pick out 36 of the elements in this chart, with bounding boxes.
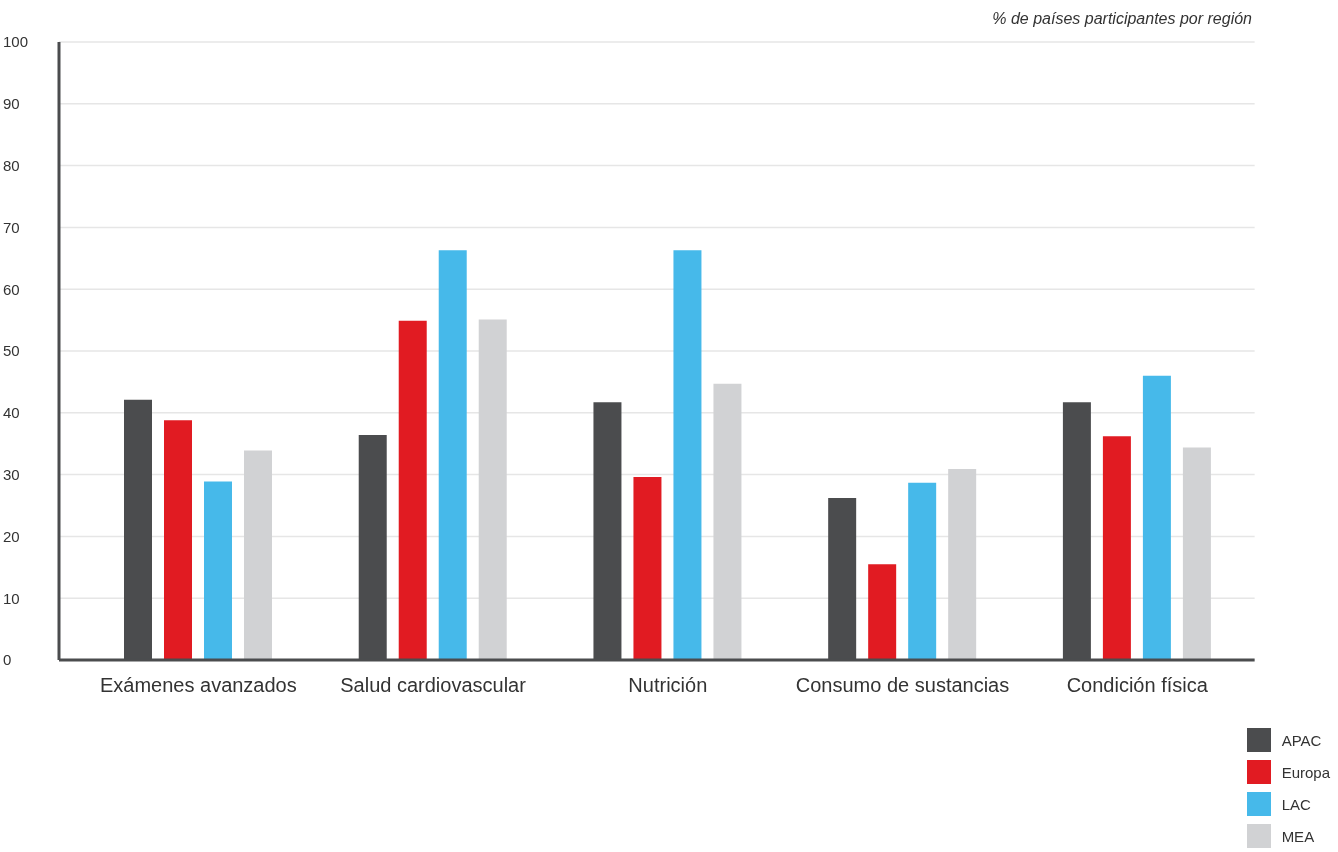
x-tick-label: Salud cardiovascular	[340, 674, 527, 697]
bar	[908, 482, 937, 660]
bar	[244, 450, 272, 660]
y-tick-label: 60	[3, 280, 20, 298]
y-tick-label: 40	[3, 404, 20, 422]
chart-title: % de países participantes por región	[992, 10, 1252, 28]
bar	[398, 320, 427, 660]
y-tick-label: 80	[3, 156, 20, 174]
legend-label: APAC	[1281, 731, 1322, 749]
bar	[868, 564, 897, 660]
y-tick-label: 100	[3, 33, 29, 51]
bar	[633, 477, 662, 660]
bar	[438, 250, 467, 660]
legend-label: MEA	[1281, 827, 1315, 845]
x-tick-label: Consumo de sustancias	[795, 674, 1010, 697]
bar	[164, 420, 192, 660]
bar	[204, 481, 232, 660]
y-tick-label: 20	[3, 527, 20, 545]
bar	[1142, 375, 1171, 660]
y-tick-label: 30	[3, 465, 20, 483]
bar	[1182, 447, 1211, 660]
legend-label: Europa	[1281, 763, 1330, 781]
bar	[478, 319, 507, 660]
x-tick-label: Exámenes avanzados	[99, 674, 297, 697]
legend-label: LAC	[1281, 795, 1311, 813]
bar	[713, 383, 742, 660]
y-tick-label: 10	[3, 589, 20, 607]
x-tick-label: Nutrición	[628, 674, 708, 697]
y-tick-label: 0	[3, 651, 12, 669]
y-tick-label: 70	[3, 218, 20, 236]
y-tick-label: 90	[3, 95, 20, 113]
bar	[1102, 436, 1131, 660]
y-tick-label: 50	[3, 342, 20, 360]
bar	[673, 250, 702, 660]
x-tick-label: Condición física	[1066, 674, 1209, 697]
bar	[948, 469, 977, 660]
